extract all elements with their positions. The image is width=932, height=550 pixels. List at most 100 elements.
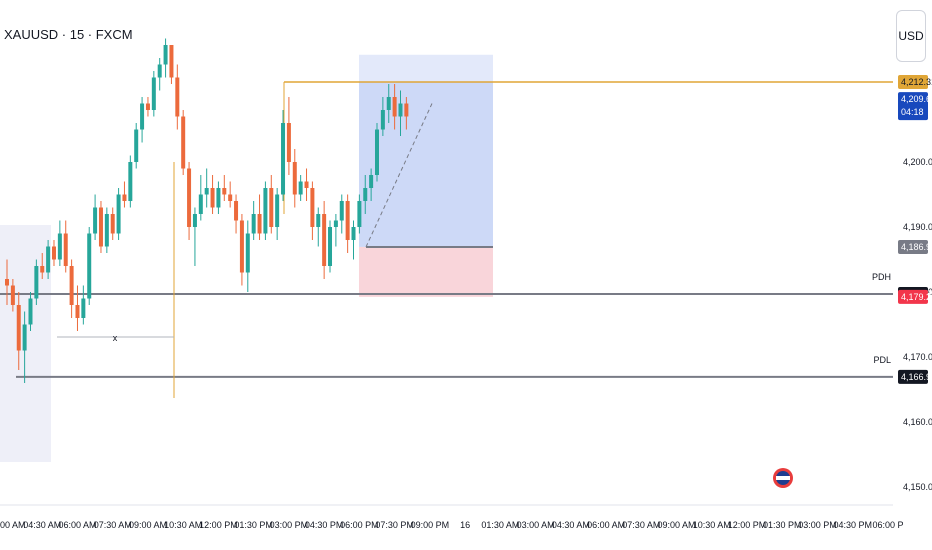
countdown-label: 04:18 (901, 107, 924, 117)
x-tick-label: 09:00 AM (129, 520, 167, 530)
x-tick-label: 03:00 PM (798, 520, 837, 530)
price-tag-entry-bg (898, 239, 928, 254)
price-tag-entry: 4,186.93 (901, 242, 932, 252)
candle (169, 45, 174, 78)
x-tick-label: 07:30 AM (622, 520, 660, 530)
current-price-label: 4,209.68 (901, 94, 932, 104)
position-stop-zone (359, 246, 493, 297)
candle (228, 194, 233, 201)
x-tick-label: 00 AM (0, 520, 26, 530)
x-tick-label: 01:30 AM (481, 520, 519, 530)
candle (51, 246, 56, 260)
position-target-zone (359, 81, 493, 247)
candle (351, 227, 356, 240)
candle (145, 103, 150, 110)
measure-label: x (113, 333, 118, 343)
candle (40, 266, 45, 273)
candle (245, 233, 250, 273)
candle (140, 103, 145, 130)
candle (333, 220, 338, 227)
candle (16, 305, 21, 351)
candle (239, 220, 244, 273)
position-target-extension (359, 54, 493, 82)
candle (87, 233, 92, 299)
candle (192, 214, 197, 227)
y-tick-label: 4,170.00 (903, 352, 932, 362)
level-tag: PDH (872, 272, 891, 282)
x-tick-label: 06:00 PM (340, 520, 379, 530)
x-tick-label: 09:00 AM (658, 520, 696, 530)
candle (28, 298, 33, 325)
candle (22, 324, 27, 351)
x-tick-label: 07:30 AM (94, 520, 132, 530)
x-tick-label: 04:30 PM (833, 520, 872, 530)
candle (363, 188, 368, 201)
candle (310, 188, 315, 227)
candle (122, 194, 127, 201)
candle (386, 97, 391, 110)
candle (292, 162, 297, 195)
candle (404, 103, 409, 117)
candle (175, 77, 180, 117)
candle (134, 129, 139, 162)
candle (34, 266, 39, 299)
candle (380, 110, 385, 130)
candle (234, 201, 239, 221)
x-tick-label: 07:30 PM (375, 520, 414, 530)
candle (210, 188, 215, 208)
x-tick-label: 01:30 PM (763, 520, 802, 530)
x-tick-label: 03:00 PM (270, 520, 309, 530)
candle (328, 227, 333, 266)
candle (75, 305, 80, 318)
x-tick-label: 04:30 PM (305, 520, 344, 530)
candle (216, 188, 221, 208)
y-tick-label: 4,150.00 (903, 482, 932, 492)
candle (63, 233, 68, 266)
current-price-tag-bg (898, 92, 928, 121)
candle (110, 214, 115, 234)
price-tag-gold-bg (898, 74, 928, 89)
candle (281, 123, 286, 195)
candle (46, 246, 51, 273)
x-tick-label: 12:00 PM (199, 520, 238, 530)
price-tag-stop: 4,179.25 (901, 292, 932, 302)
candle (298, 181, 303, 195)
x-tick-label: 10:30 AM (164, 520, 202, 530)
candle (257, 214, 262, 234)
x-tick-label: 04:30 AM (552, 520, 590, 530)
candle (316, 214, 321, 227)
candle (151, 77, 156, 110)
candle (398, 103, 403, 117)
projection-line (365, 103, 433, 248)
candle (345, 201, 350, 240)
currency-button[interactable]: USD (896, 10, 926, 62)
x-tick-label: 06:00 AM (587, 520, 625, 530)
candle (93, 207, 98, 234)
candle (116, 194, 121, 234)
candle (339, 201, 344, 221)
candle (322, 214, 327, 266)
x-tick-label: 10:30 AM (693, 520, 731, 530)
x-tick-label: 01:30 PM (234, 520, 273, 530)
candle (392, 97, 397, 117)
candle (128, 162, 133, 201)
candle (187, 168, 192, 227)
candle (263, 188, 268, 234)
candle (286, 123, 291, 162)
candle (369, 175, 374, 188)
candle (10, 285, 15, 305)
candle (374, 129, 379, 175)
price-tag-pdl-bg (898, 369, 928, 384)
x-tick-label: 16 (460, 520, 470, 530)
symbol-title: XAUUSD · 15 · FXCM (4, 27, 133, 42)
candle (81, 298, 86, 318)
y-tick-label: 4,190.00 (903, 222, 932, 232)
price-tag-stop-bg (898, 289, 928, 304)
candle (251, 214, 256, 234)
candle (5, 279, 9, 286)
candle (357, 201, 362, 227)
candle (69, 266, 74, 305)
level-tag: PDL (873, 355, 891, 365)
candle (198, 194, 203, 214)
